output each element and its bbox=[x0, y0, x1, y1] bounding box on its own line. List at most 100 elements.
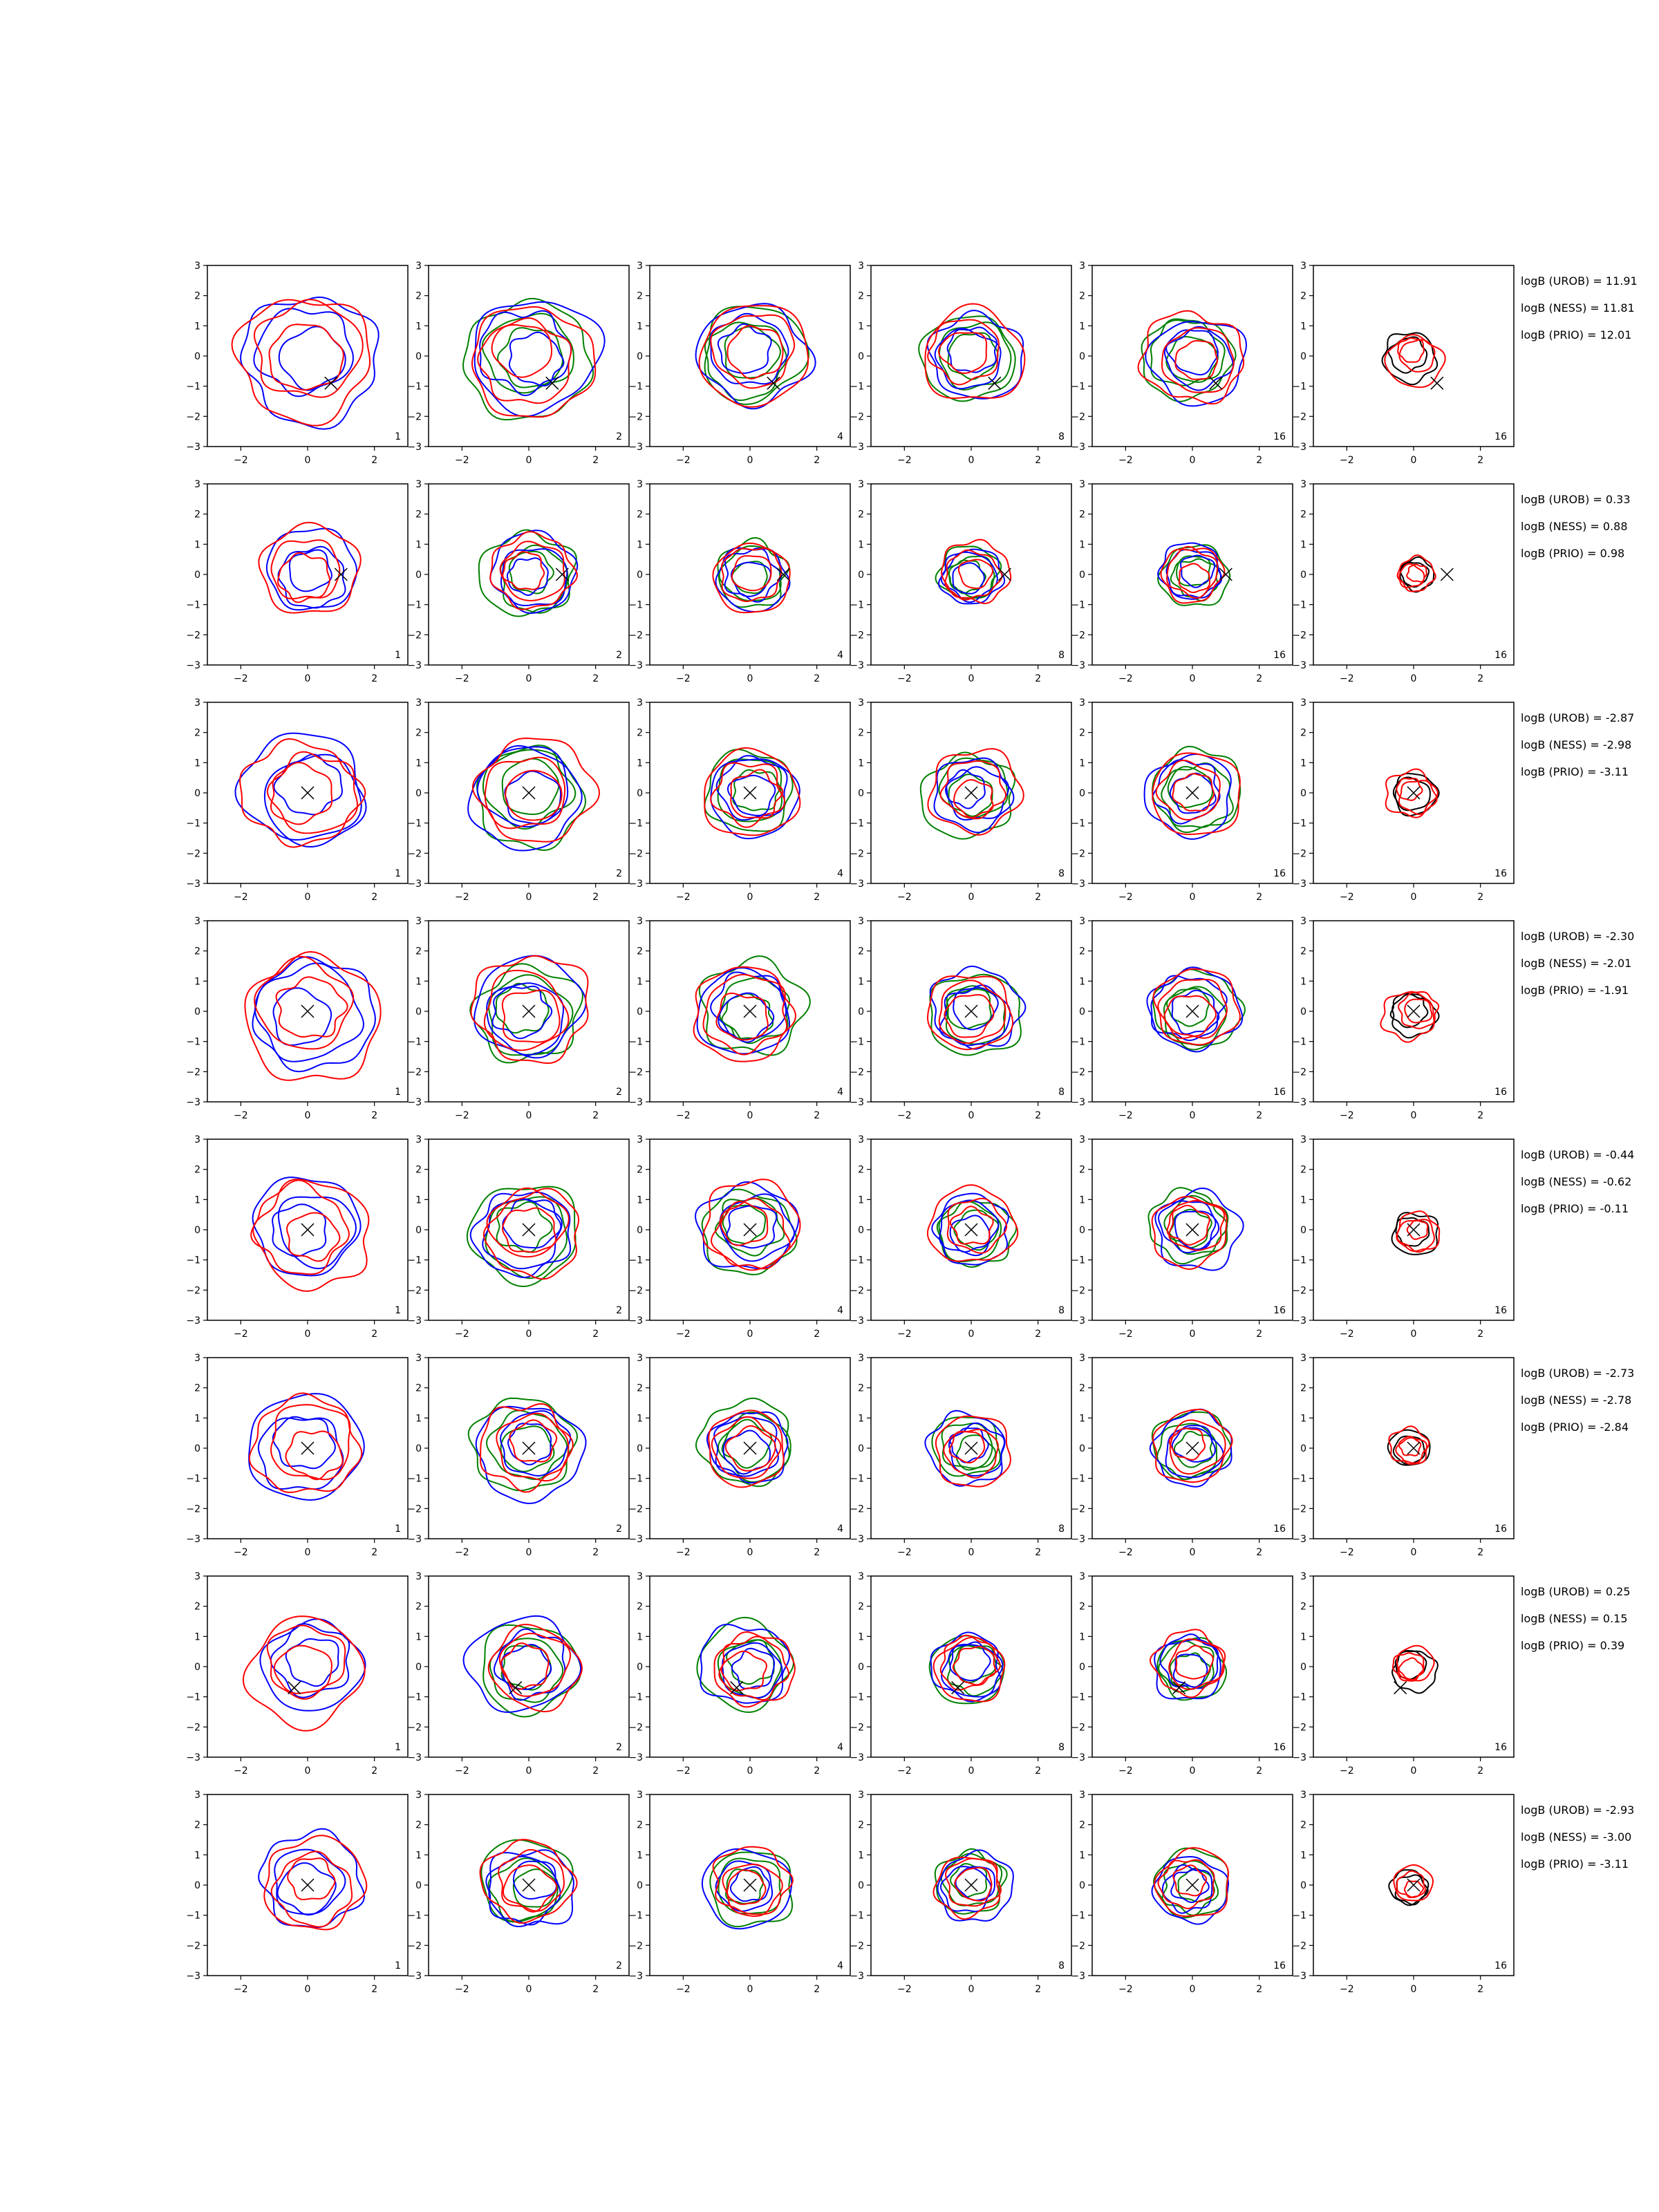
y-tick-label: −2 bbox=[186, 1067, 200, 1078]
x-tick-label: 0 bbox=[747, 892, 753, 903]
contour-line bbox=[957, 559, 993, 589]
y-tick-label: −1 bbox=[407, 1911, 422, 1922]
x-tick-label: 0 bbox=[305, 1765, 311, 1777]
true-point-marker bbox=[555, 568, 569, 581]
x-tick-label: 2 bbox=[371, 455, 377, 466]
y-tick-label: −2 bbox=[407, 1503, 422, 1515]
contour-line bbox=[1165, 1427, 1224, 1479]
contour-line bbox=[270, 1404, 351, 1481]
x-tick-label: 2 bbox=[814, 1984, 820, 1995]
y-tick-label: 2 bbox=[194, 1602, 200, 1613]
logb-annotation: logB (UROB) = -0.44 bbox=[1521, 1148, 1634, 1161]
y-tick-label: 0 bbox=[194, 570, 200, 581]
contour-line bbox=[512, 1868, 558, 1908]
y-tick-label: −3 bbox=[1071, 1097, 1085, 1108]
contour-line bbox=[1149, 1408, 1232, 1488]
y-tick-label: 3 bbox=[637, 1790, 643, 1801]
contour-line bbox=[263, 1835, 368, 1931]
y-tick-label: 0 bbox=[858, 1225, 864, 1236]
y-tick-label: −3 bbox=[407, 1315, 422, 1327]
logb-annotation: logB (PRIO) = 12.01 bbox=[1521, 328, 1631, 341]
contour-line bbox=[943, 1428, 999, 1479]
contour-line bbox=[929, 965, 1027, 1047]
x-tick-label: −2 bbox=[897, 1110, 912, 1121]
true-point-marker bbox=[1185, 1441, 1199, 1455]
subplot-corner-label: 1 bbox=[395, 1087, 401, 1098]
contour-line bbox=[507, 1423, 552, 1465]
contour-line bbox=[1170, 1868, 1210, 1904]
y-tick-label: 1 bbox=[1300, 321, 1306, 332]
subplot-r6-c4: 3 2 1 0 −1 −2 −3 −2 0 2 8 bbox=[850, 1353, 1072, 1558]
subplot-r4-c2: 3 2 1 0 −1 −2 −3 −2 0 2 2 bbox=[407, 916, 630, 1121]
x-tick-label: −2 bbox=[1118, 1329, 1133, 1340]
logb-annotation: logB (NESS) = -3.00 bbox=[1521, 1830, 1631, 1844]
y-tick-label: 0 bbox=[1079, 351, 1085, 362]
contour-line bbox=[722, 1430, 771, 1475]
y-tick-label: −1 bbox=[1071, 818, 1085, 830]
y-tick-label: 1 bbox=[415, 758, 422, 769]
contour-line bbox=[1157, 1859, 1215, 1910]
subplot-r1-c3: 3 2 1 0 −1 −2 −3 −2 0 2 4 bbox=[628, 261, 851, 466]
subplot-corner-label: 4 bbox=[837, 650, 843, 661]
contour-line bbox=[946, 326, 997, 373]
y-tick-label: 0 bbox=[1300, 788, 1306, 799]
y-tick-label: 0 bbox=[637, 1006, 643, 1018]
true-point-marker bbox=[743, 786, 757, 800]
contour-line bbox=[253, 299, 364, 398]
y-tick-label: 3 bbox=[415, 697, 422, 709]
y-tick-label: 0 bbox=[637, 1225, 643, 1236]
y-tick-label: 2 bbox=[637, 1165, 643, 1176]
y-tick-label: −1 bbox=[407, 1474, 422, 1485]
subplot-r5-c5: 3 2 1 0 −1 −2 −3 −2 0 2 16 bbox=[1071, 1134, 1293, 1340]
true-point-marker bbox=[509, 1681, 523, 1695]
contour-line bbox=[1161, 762, 1234, 828]
contour-line bbox=[1393, 1864, 1434, 1902]
contour-line bbox=[467, 744, 583, 852]
subplot-corner-label: 1 bbox=[395, 650, 401, 661]
contour-line bbox=[1166, 987, 1210, 1027]
y-tick-label: 0 bbox=[415, 1225, 422, 1236]
x-tick-label: −2 bbox=[234, 1765, 248, 1777]
y-tick-label: 1 bbox=[858, 1850, 864, 1861]
y-tick-label: −1 bbox=[628, 1692, 643, 1703]
contour-line bbox=[1137, 310, 1245, 405]
contour-line bbox=[720, 1200, 769, 1246]
subplot-r1-c6: 3 2 1 0 −1 −2 −3 −2 0 2 16 bbox=[1292, 261, 1515, 466]
x-tick-label: −2 bbox=[1118, 892, 1133, 903]
y-tick-label: 1 bbox=[415, 976, 422, 987]
y-tick-label: 1 bbox=[1300, 1850, 1306, 1861]
y-tick-label: 3 bbox=[1079, 1134, 1085, 1145]
contour-line bbox=[945, 1857, 1002, 1907]
contour-line bbox=[475, 1405, 587, 1504]
y-tick-label: −2 bbox=[407, 848, 422, 859]
contour-line bbox=[1406, 1219, 1429, 1240]
y-tick-label: −1 bbox=[1071, 382, 1085, 393]
x-tick-label: 0 bbox=[1190, 455, 1196, 466]
subplot-r3-c6: 3 2 1 0 −1 −2 −3 −2 0 2 16 bbox=[1292, 697, 1515, 903]
y-tick-label: −1 bbox=[1071, 1037, 1085, 1048]
contour-line bbox=[727, 1869, 767, 1905]
contour-line bbox=[270, 762, 333, 825]
y-tick-label: 3 bbox=[1300, 1353, 1306, 1364]
contour-line bbox=[717, 1412, 791, 1483]
y-tick-label: 1 bbox=[637, 1631, 643, 1642]
subplot-r6-c2: 3 2 1 0 −1 −2 −3 −2 0 2 2 bbox=[407, 1353, 630, 1558]
subplot-corner-label: 16 bbox=[1273, 431, 1286, 442]
y-tick-label: 1 bbox=[858, 1413, 864, 1424]
y-tick-label: 0 bbox=[1300, 1662, 1306, 1673]
x-tick-label: −2 bbox=[234, 673, 248, 684]
contour-line bbox=[924, 1409, 1006, 1487]
x-tick-label: 2 bbox=[1256, 673, 1262, 684]
contour-line bbox=[1161, 327, 1235, 393]
y-tick-label: 0 bbox=[637, 570, 643, 581]
contour-line bbox=[1163, 995, 1217, 1040]
y-tick-label: −3 bbox=[407, 1752, 422, 1763]
y-tick-label: 0 bbox=[1300, 1225, 1306, 1236]
x-tick-label: 2 bbox=[1035, 1984, 1041, 1995]
y-tick-label: 1 bbox=[637, 1850, 643, 1861]
subplot-corner-label: 1 bbox=[395, 868, 401, 879]
contour-line bbox=[467, 1397, 579, 1492]
y-tick-label: 1 bbox=[194, 1194, 200, 1206]
x-tick-label: 0 bbox=[747, 1110, 753, 1121]
x-tick-label: 2 bbox=[1256, 455, 1262, 466]
